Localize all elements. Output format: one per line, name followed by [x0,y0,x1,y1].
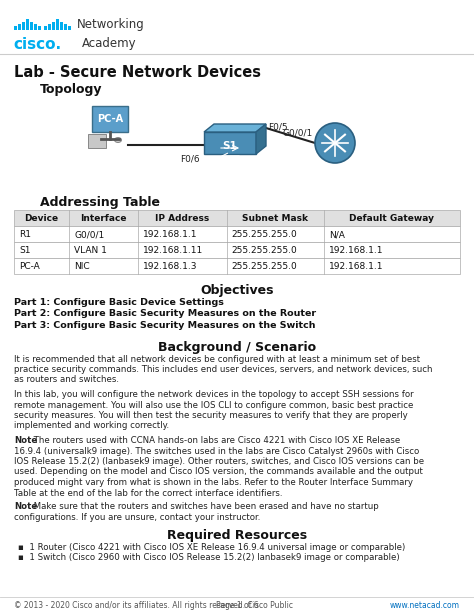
Text: security measures. You will then test the security measures to verify that they : security measures. You will then test th… [14,411,408,420]
Bar [14,26,17,30]
Bar [52,21,55,30]
Text: © 2013 - 2020 Cisco and/or its affiliates. All rights reserved. Cisco Public: © 2013 - 2020 Cisco and/or its affiliate… [14,601,293,610]
Text: Note: Note [14,502,37,511]
Bar [56,19,59,30]
Text: G0/0/1: G0/0/1 [74,230,105,239]
Text: Addressing Table: Addressing Table [40,196,160,209]
Text: Subnet Mask: Subnet Mask [242,214,309,223]
Text: G0/0/1: G0/0/1 [283,129,313,138]
Text: 255.255.255.0: 255.255.255.0 [232,246,298,255]
Polygon shape [204,124,266,132]
Text: PC-A: PC-A [19,262,40,271]
Bar [14,210,460,226]
Text: 192.168.1.3: 192.168.1.3 [144,262,198,271]
Text: implemented and working correctly.: implemented and working correctly. [14,422,169,430]
Text: produced might vary from what is shown in the labs. Refer to the Router Interfac: produced might vary from what is shown i… [14,478,413,487]
Text: www.netacad.com: www.netacad.com [390,601,460,610]
Text: 255.255.255.0: 255.255.255.0 [232,262,298,271]
Text: : Make sure that the routers and switches have been erased and have no startup: : Make sure that the routers and switche… [27,502,378,511]
Text: Lab - Secure Network Devices: Lab - Secure Network Devices [14,65,261,80]
Bar [26,19,29,30]
Text: R1: R1 [328,168,343,178]
Text: 192.168.1.1: 192.168.1.1 [329,246,383,255]
Bar [30,21,33,30]
Text: Default Gateway: Default Gateway [349,214,435,223]
Text: Background / Scenario: Background / Scenario [158,340,316,354]
Bar [64,24,67,30]
Text: F0/6: F0/6 [180,155,200,164]
Text: Required Resources: Required Resources [167,529,307,542]
Text: IOS Release 15.2(2) (lanbasek9 image). Other routers, switches, and Cisco IOS ve: IOS Release 15.2(2) (lanbasek9 image). O… [14,457,424,466]
Bar [14,226,460,242]
Text: F0/5: F0/5 [268,122,288,131]
Text: cisco.: cisco. [13,37,61,52]
Text: Part 3: Configure Basic Security Measures on the Switch: Part 3: Configure Basic Security Measure… [14,321,316,330]
Text: Part 1: Configure Basic Device Settings: Part 1: Configure Basic Device Settings [14,298,224,307]
Text: Networking: Networking [77,18,145,31]
Text: Device: Device [25,214,59,223]
Text: 192.168.1.1: 192.168.1.1 [144,230,198,239]
Text: 192.168.1.1: 192.168.1.1 [329,262,383,271]
Text: In this lab, you will configure the network devices in the topology to accept SS: In this lab, you will configure the netw… [14,390,414,399]
Text: practice security commands. This includes end user devices, servers, and network: practice security commands. This include… [14,365,432,374]
Text: Topology: Topology [40,83,102,96]
Text: N/A: N/A [329,230,345,239]
Text: R1: R1 [19,230,31,239]
Bar [60,21,63,30]
Polygon shape [256,124,266,154]
Text: Note: Note [14,436,37,445]
Bar [14,258,460,274]
Text: VLAN 1: VLAN 1 [74,246,107,255]
Bar [88,134,106,148]
Text: Academy: Academy [82,37,137,50]
Bar [34,24,37,30]
Text: remote management. You will also use the IOS CLI to configure common, basic best: remote management. You will also use the… [14,400,413,409]
Text: S1: S1 [223,141,237,151]
Text: NIC: NIC [74,262,90,271]
Text: 192.168.1.11: 192.168.1.11 [144,246,204,255]
FancyBboxPatch shape [92,106,128,132]
Text: Part 2: Configure Basic Security Measures on the Router: Part 2: Configure Basic Security Measure… [14,310,316,319]
Text: 255.255.255.0: 255.255.255.0 [232,230,298,239]
Text: configurations. If you are unsure, contact your instructor.: configurations. If you are unsure, conta… [14,512,260,522]
Bar [68,26,71,30]
Text: 16.9.4 (universalk9 image). The switches used in the labs are Cisco Catalyst 296: 16.9.4 (universalk9 image). The switches… [14,446,419,455]
Text: IP Address: IP Address [155,214,210,223]
Text: : The routers used with CCNA hands-on labs are Cisco 4221 with Cisco IOS XE Rele: : The routers used with CCNA hands-on la… [27,436,400,445]
Bar [38,26,41,30]
Text: PC-A: PC-A [97,114,123,124]
Text: ▪  1 Router (Cisco 4221 with Cisco IOS XE Release 16.9.4 universal image or comp: ▪ 1 Router (Cisco 4221 with Cisco IOS XE… [18,543,405,552]
Bar [204,132,256,154]
Text: used. Depending on the model and Cisco IOS version, the commands available and t: used. Depending on the model and Cisco I… [14,468,423,476]
Text: Interface: Interface [81,214,127,223]
Bar [22,21,25,30]
Bar [44,26,47,30]
Text: Objectives: Objectives [200,284,274,297]
Text: S1: S1 [19,246,30,255]
Text: Page 1 of 6: Page 1 of 6 [216,601,258,610]
Text: ▪  1 Switch (Cisco 2960 with Cisco IOS Release 15.2(2) lanbasek9 image or compar: ▪ 1 Switch (Cisco 2960 with Cisco IOS Re… [18,554,400,563]
Bar [14,242,460,258]
Bar [18,24,21,30]
Text: as routers and switches.: as routers and switches. [14,376,119,384]
Ellipse shape [115,137,121,142]
Text: It is recommended that all network devices be configured with at least a minimum: It is recommended that all network devic… [14,354,420,364]
Bar [48,24,51,30]
Circle shape [315,123,355,163]
Text: Table at the end of the lab for the correct interface identifiers.: Table at the end of the lab for the corr… [14,489,283,498]
